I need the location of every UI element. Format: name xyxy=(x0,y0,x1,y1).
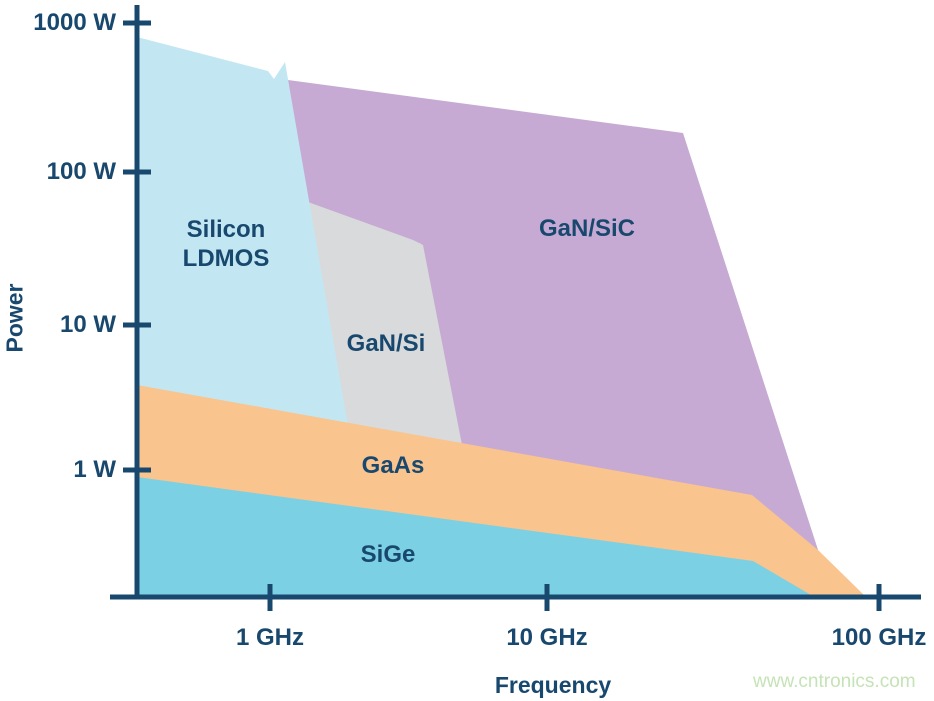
x-tick-label-100ghz: 100 GHz xyxy=(831,624,927,651)
region-silicon-ldmos xyxy=(137,37,348,426)
y-axis-title: Power xyxy=(1,283,28,353)
x-tick-label-10ghz: 10 GHz xyxy=(506,624,588,651)
region-label-silicon-ldmos-line1: Silicon xyxy=(186,216,266,243)
region-label-gan-sic: GaN/SiC xyxy=(538,215,636,242)
region-label-gaas: GaAs xyxy=(361,452,425,479)
region-label-silicon-ldmos-line2: LDMOS xyxy=(182,245,270,272)
y-tick-label-10w: 10 W xyxy=(59,311,116,338)
region-sige xyxy=(137,477,816,598)
region-gan-si xyxy=(308,202,463,450)
x-tick-label-1ghz: 1 GHz xyxy=(235,624,305,651)
region-label-sige: SiGe xyxy=(360,541,416,568)
y-tick-label-100w: 100 W xyxy=(46,158,116,185)
region-label-gan-si: GaN/Si xyxy=(346,330,426,357)
region-label-silicon-ldmos: Silicon LDMOS xyxy=(183,215,270,273)
x-axis-title: Frequency xyxy=(494,672,612,698)
y-tick-label-1000w: 1000 W xyxy=(33,9,116,36)
region-gan-sic xyxy=(288,80,820,556)
y-tick-label-1w: 1 W xyxy=(73,456,116,483)
watermark-text: www.cntronics.com xyxy=(753,671,916,692)
